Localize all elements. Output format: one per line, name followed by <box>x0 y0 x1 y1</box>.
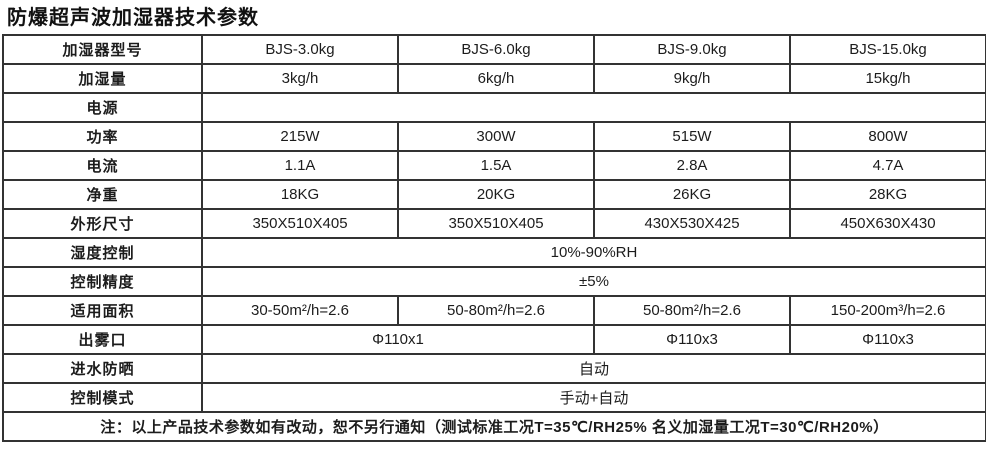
table-row-humidity-control: 湿度控制 10%-90%RH <box>2 237 986 268</box>
row-label: 适用面积 <box>2 295 203 326</box>
spec-cell: BJS-9.0kg <box>593 34 791 65</box>
table-row-note: 注：以上产品技术参数如有改动，恕不另行通知（测试标准工况T=35℃/RH25% … <box>2 411 986 442</box>
row-label: 控制模式 <box>2 382 203 413</box>
row-label: 净重 <box>2 179 203 210</box>
page-title: 防爆超声波加湿器技术参数 <box>7 7 259 29</box>
spec-cell: BJS-15.0kg <box>789 34 986 65</box>
table-row-control-mode: 控制模式 手动+自动 <box>2 382 986 413</box>
row-label: 电流 <box>2 150 203 181</box>
table-row-wattage: 功率 215W 300W 515W 800W <box>2 121 986 152</box>
spec-cell: 150-200m³/h=2.6 <box>789 295 986 326</box>
table-row-weight: 净重 18KG 20KG 26KG 28KG <box>2 179 986 210</box>
table-row-model: 加湿器型号 BJS-3.0kg BJS-6.0kg BJS-9.0kg BJS-… <box>2 34 986 65</box>
table-row-mist-outlet: 出雾口 Φ110x1 Φ110x3 Φ110x3 <box>2 324 986 355</box>
spec-cell: 1.1A <box>201 150 399 181</box>
row-label: 加湿量 <box>2 63 203 94</box>
spec-cell: 450X630X430 <box>789 208 986 239</box>
row-label: 进水防晒 <box>2 353 203 384</box>
spec-cell: 2.8A <box>593 150 791 181</box>
spec-cell: 3kg/h <box>201 63 399 94</box>
spec-cell: 515W <box>593 121 791 152</box>
spec-cell: 20KG <box>397 179 595 210</box>
row-label: 控制精度 <box>2 266 203 297</box>
spec-cell: BJS-6.0kg <box>397 34 595 65</box>
spec-cell: 4.7A <box>789 150 986 181</box>
row-label: 电源 <box>2 92 203 123</box>
spec-cell: 9kg/h <box>593 63 791 94</box>
spec-cell: 30-50m²/h=2.6 <box>201 295 399 326</box>
row-label: 加湿器型号 <box>2 34 203 65</box>
spec-cell: 15kg/h <box>789 63 986 94</box>
spec-cell: 430X530X425 <box>593 208 791 239</box>
row-label: 功率 <box>2 121 203 152</box>
table-row-dimensions: 外形尺寸 350X510X405 350X510X405 430X530X425… <box>2 208 986 239</box>
table-row-power-supply: 电源 <box>2 92 986 123</box>
table-row-coverage-area: 适用面积 30-50m²/h=2.6 50-80m²/h=2.6 50-80m²… <box>2 295 986 326</box>
row-label: 外形尺寸 <box>2 208 203 239</box>
spec-table: 加湿器型号 BJS-3.0kg BJS-6.0kg BJS-9.0kg BJS-… <box>2 34 986 442</box>
spec-cell: 300W <box>397 121 595 152</box>
spec-cell: 800W <box>789 121 986 152</box>
spec-cell: 28KG <box>789 179 986 210</box>
row-label: 出雾口 <box>2 324 203 355</box>
spec-cell: 手动+自动 <box>201 382 986 413</box>
spec-cell: 10%-90%RH <box>201 237 986 268</box>
spec-cell: Φ110x1 <box>201 324 595 355</box>
spec-cell: 350X510X405 <box>397 208 595 239</box>
spec-cell: 350X510X405 <box>201 208 399 239</box>
spec-cell: 1.5A <box>397 150 595 181</box>
spec-cell: 26KG <box>593 179 791 210</box>
spec-cell: 自动 <box>201 353 986 384</box>
table-row-current: 电流 1.1A 1.5A 2.8A 4.7A <box>2 150 986 181</box>
spec-cell: 50-80m²/h=2.6 <box>593 295 791 326</box>
table-row-water-inlet: 进水防晒 自动 <box>2 353 986 384</box>
spec-cell: Φ110x3 <box>593 324 791 355</box>
note-text: 注：以上产品技术参数如有改动，恕不另行通知（测试标准工况T=35℃/RH25% … <box>2 411 986 442</box>
spec-cell: 215W <box>201 121 399 152</box>
table-row-control-precision: 控制精度 ±5% <box>2 266 986 297</box>
spec-cell: 50-80m²/h=2.6 <box>397 295 595 326</box>
row-label: 湿度控制 <box>2 237 203 268</box>
spec-cell <box>201 92 986 123</box>
spec-cell: 18KG <box>201 179 399 210</box>
spec-cell: Φ110x3 <box>789 324 986 355</box>
spec-cell: BJS-3.0kg <box>201 34 399 65</box>
table-row-capacity: 加湿量 3kg/h 6kg/h 9kg/h 15kg/h <box>2 63 986 94</box>
spec-cell: ±5% <box>201 266 986 297</box>
spec-cell: 6kg/h <box>397 63 595 94</box>
